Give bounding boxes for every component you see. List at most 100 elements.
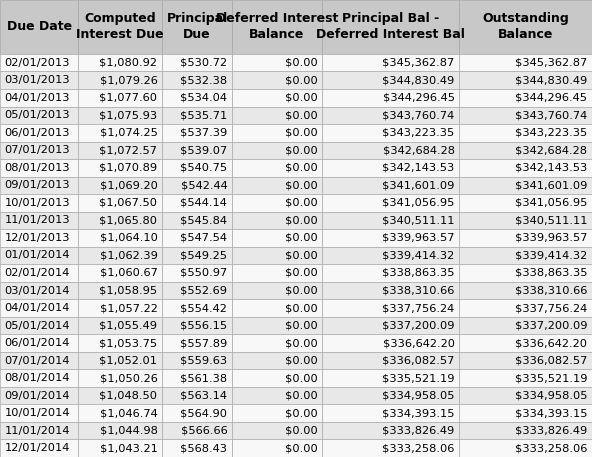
Text: $1,077.60: $1,077.60 [99, 93, 157, 103]
Bar [232, 264, 322, 282]
Bar [459, 71, 592, 89]
Bar [162, 369, 232, 387]
Text: $0.00: $0.00 [285, 268, 317, 278]
Text: $0.00: $0.00 [285, 250, 317, 260]
Text: $1,055.49: $1,055.49 [99, 320, 157, 330]
Text: 07/01/2013: 07/01/2013 [5, 145, 70, 155]
Text: $338,863.35: $338,863.35 [515, 268, 587, 278]
Text: $0.00: $0.00 [285, 426, 317, 436]
Bar [322, 194, 459, 212]
Bar [162, 0, 232, 54]
Text: $341,601.09: $341,601.09 [515, 181, 587, 191]
Bar [322, 369, 459, 387]
Text: $336,642.20: $336,642.20 [382, 338, 455, 348]
Text: $345,362.87: $345,362.87 [515, 58, 587, 68]
Bar [232, 387, 322, 404]
Text: $532.38: $532.38 [180, 75, 227, 85]
Bar [232, 106, 322, 124]
Bar [232, 194, 322, 212]
Bar [0, 404, 78, 422]
Bar [322, 176, 459, 194]
Bar [162, 54, 232, 71]
Bar [78, 176, 162, 194]
Bar [322, 89, 459, 106]
Bar [162, 422, 232, 440]
Text: $342,143.53: $342,143.53 [382, 163, 455, 173]
Text: $544.14: $544.14 [181, 198, 227, 208]
Text: $338,310.66: $338,310.66 [515, 286, 587, 296]
Text: 12/01/2013: 12/01/2013 [5, 233, 70, 243]
Bar [78, 317, 162, 335]
Bar [0, 89, 78, 106]
Bar [162, 71, 232, 89]
Bar [232, 176, 322, 194]
Text: $552.69: $552.69 [181, 286, 227, 296]
Bar [78, 335, 162, 352]
Bar [322, 71, 459, 89]
Text: $343,760.74: $343,760.74 [515, 110, 587, 120]
Text: $334,958.05: $334,958.05 [382, 391, 455, 401]
Text: $0.00: $0.00 [285, 75, 317, 85]
Text: $556.15: $556.15 [180, 320, 227, 330]
Bar [0, 124, 78, 142]
Bar [232, 229, 322, 247]
Bar [0, 176, 78, 194]
Text: $339,963.57: $339,963.57 [515, 233, 587, 243]
Bar [0, 71, 78, 89]
Bar [78, 387, 162, 404]
Bar [322, 229, 459, 247]
Text: $0.00: $0.00 [285, 181, 317, 191]
Bar [0, 0, 78, 54]
Bar [0, 440, 78, 457]
Text: 06/01/2013: 06/01/2013 [5, 128, 70, 138]
Bar [78, 106, 162, 124]
Text: $1,053.75: $1,053.75 [99, 338, 157, 348]
Bar [459, 124, 592, 142]
Text: $340,511.11: $340,511.11 [382, 215, 455, 225]
Bar [0, 422, 78, 440]
Bar [322, 387, 459, 404]
Bar [0, 335, 78, 352]
Bar [162, 159, 232, 176]
Text: $1,052.01: $1,052.01 [99, 356, 157, 366]
Text: $343,760.74: $343,760.74 [382, 110, 455, 120]
Bar [322, 352, 459, 369]
Bar [322, 124, 459, 142]
Text: $337,200.09: $337,200.09 [515, 320, 587, 330]
Bar [232, 352, 322, 369]
Bar [322, 212, 459, 229]
Text: $0.00: $0.00 [285, 338, 317, 348]
Text: 05/01/2014: 05/01/2014 [5, 320, 70, 330]
Text: 02/01/2013: 02/01/2013 [5, 58, 70, 68]
Bar [162, 404, 232, 422]
Bar [78, 352, 162, 369]
Text: $337,200.09: $337,200.09 [382, 320, 455, 330]
Text: $341,056.95: $341,056.95 [515, 198, 587, 208]
Bar [0, 229, 78, 247]
Text: $542.44: $542.44 [181, 181, 227, 191]
Text: $337,756.24: $337,756.24 [515, 303, 587, 313]
Text: $333,258.06: $333,258.06 [515, 443, 587, 453]
Bar [78, 282, 162, 299]
Text: Due Date: Due Date [7, 21, 72, 33]
Text: $1,062.39: $1,062.39 [99, 250, 157, 260]
Bar [78, 54, 162, 71]
Bar [459, 299, 592, 317]
Text: $549.25: $549.25 [181, 250, 227, 260]
Text: $547.54: $547.54 [181, 233, 227, 243]
Bar [0, 54, 78, 71]
Bar [78, 299, 162, 317]
Bar [459, 176, 592, 194]
Text: $0.00: $0.00 [285, 93, 317, 103]
Text: 11/01/2013: 11/01/2013 [5, 215, 70, 225]
Bar [232, 247, 322, 264]
Bar [0, 142, 78, 159]
Bar [78, 194, 162, 212]
Text: $554.42: $554.42 [181, 303, 227, 313]
Text: $534.04: $534.04 [181, 93, 227, 103]
Bar [459, 335, 592, 352]
Bar [162, 142, 232, 159]
Bar [232, 0, 322, 54]
Bar [162, 299, 232, 317]
Text: 02/01/2014: 02/01/2014 [5, 268, 70, 278]
